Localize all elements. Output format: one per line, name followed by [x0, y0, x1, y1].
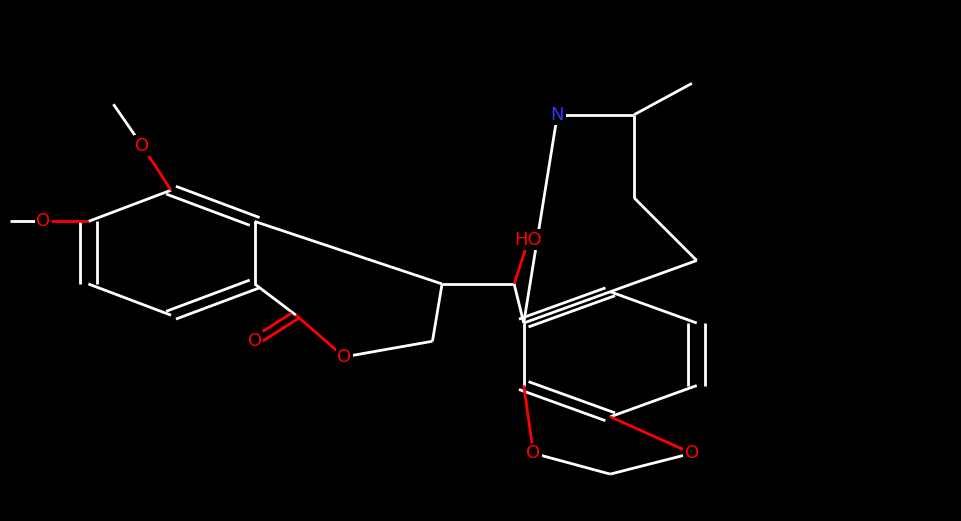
Text: O: O	[527, 444, 540, 462]
Text: O: O	[248, 332, 261, 350]
Text: O: O	[37, 213, 50, 230]
Text: HO: HO	[515, 231, 542, 249]
Text: N: N	[551, 106, 564, 123]
Text: O: O	[337, 348, 351, 366]
Text: O: O	[685, 444, 699, 462]
Text: O: O	[136, 137, 149, 155]
